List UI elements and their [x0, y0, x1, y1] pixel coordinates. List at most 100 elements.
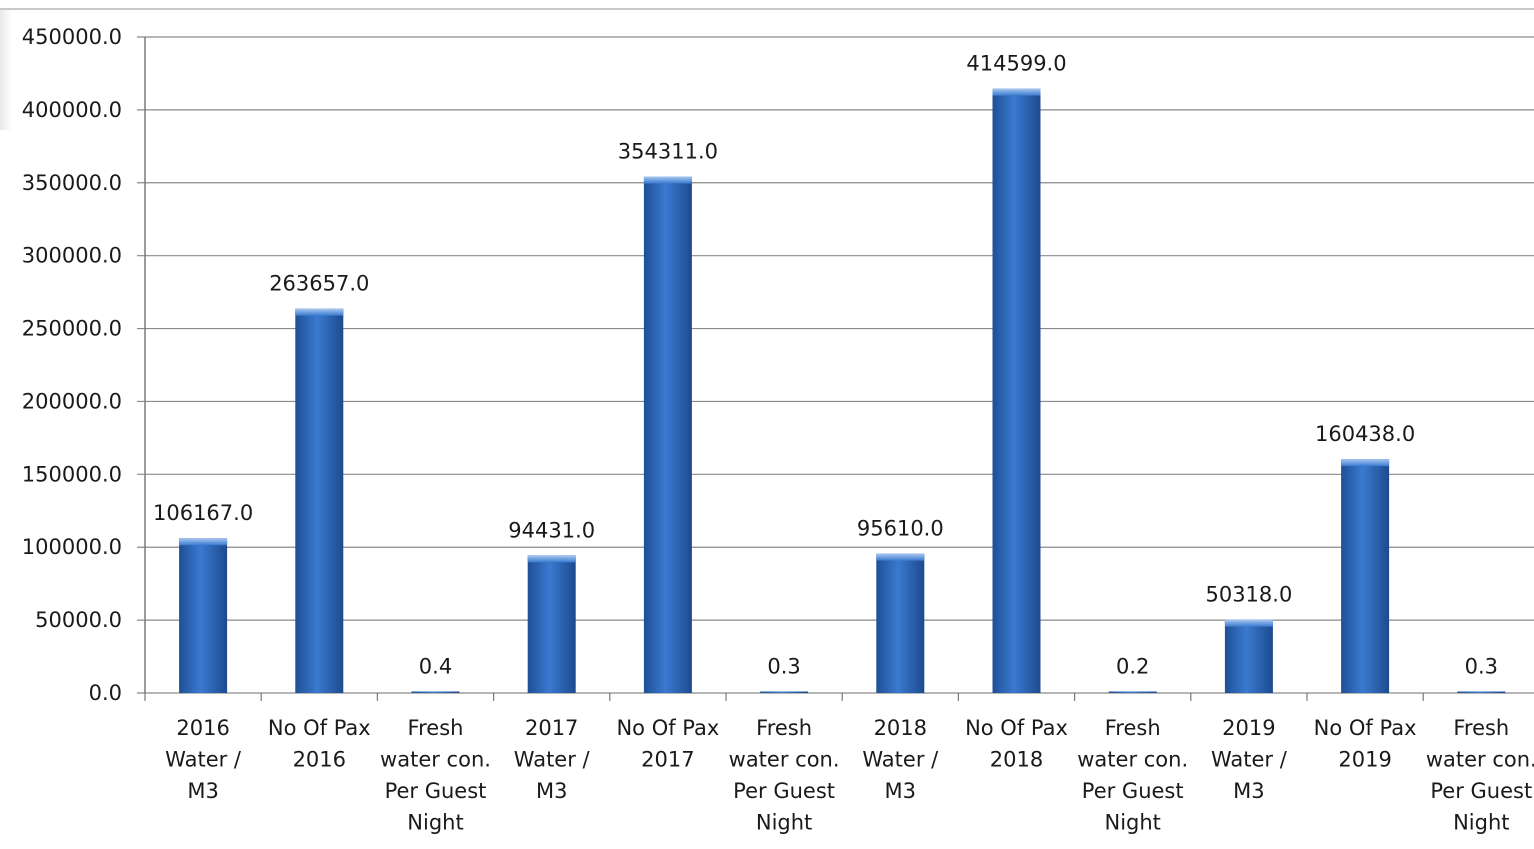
data-label: 0.2 — [1116, 655, 1149, 679]
bar — [411, 691, 460, 693]
category-label: 2019 Water / M3 — [1211, 716, 1288, 803]
bar-cap — [1341, 459, 1390, 467]
category-label-line: 2016 — [176, 716, 229, 740]
bar-cap — [179, 538, 228, 546]
bar-cap — [295, 308, 344, 316]
bar — [760, 691, 809, 693]
category-label-line: Night — [756, 811, 812, 835]
y-tick-label: 250000.0 — [22, 317, 122, 341]
data-label: 50318.0 — [1205, 583, 1292, 607]
bar-cap — [1224, 619, 1273, 627]
category-labels: 2016 Water / M3 No Of Pax 2016 Fresh water con… — [165, 716, 1534, 835]
category-label: 2018 Water / M3 — [862, 716, 939, 803]
category-label-line: water con. — [380, 748, 491, 772]
bar-cap — [527, 555, 576, 563]
axes — [144, 37, 1424, 701]
y-tick-label: 150000.0 — [22, 462, 122, 486]
category-label-line: water con. — [729, 748, 840, 772]
category-label-line: No Of Pax — [268, 716, 371, 740]
data-label: 0.3 — [1465, 655, 1498, 679]
bar-cap — [643, 176, 692, 184]
category-label-line: Night — [1104, 811, 1160, 835]
category-label-line: 2017 — [641, 748, 694, 772]
category-label-line: M3 — [536, 779, 567, 803]
y-tick-label: 0.0 — [89, 681, 122, 705]
category-label-line: Night — [1453, 811, 1509, 835]
bar — [1341, 459, 1390, 693]
data-label: 354311.0 — [618, 139, 718, 163]
category-label-line: 2019 — [1222, 716, 1275, 740]
y-tick-label: 200000.0 — [22, 389, 122, 413]
category-label-line: Per Guest — [1430, 779, 1532, 803]
bar — [1108, 691, 1157, 693]
bar — [295, 308, 344, 693]
bar — [527, 555, 576, 693]
category-label-line: water con. — [1426, 748, 1534, 772]
category-label-line: M3 — [885, 779, 916, 803]
category-label-line: Per Guest — [1082, 779, 1184, 803]
data-label: 160438.0 — [1315, 422, 1415, 446]
category-label: No Of Pax 2018 — [965, 716, 1068, 772]
category-label: Fresh water con. Per Guest Night — [1077, 716, 1188, 835]
category-label: 2017 Water / M3 — [514, 716, 591, 803]
bar-cap — [876, 553, 925, 561]
left-edge-shadow — [0, 10, 12, 130]
y-tick-label: 300000.0 — [22, 244, 122, 268]
category-label: Fresh water con. Per Guest Night — [1426, 716, 1534, 835]
bars — [179, 88, 1506, 694]
category-label: No Of Pax 2017 — [616, 716, 719, 772]
category-label: Fresh water con. Per Guest Night — [380, 716, 491, 835]
bar — [179, 538, 228, 693]
category-label: No Of Pax 2019 — [1314, 716, 1417, 772]
bar — [876, 553, 925, 693]
category-label-line: Fresh — [1453, 716, 1509, 740]
data-label: 106167.0 — [153, 501, 253, 525]
data-label: 0.3 — [767, 655, 800, 679]
category-label-line: Water / — [1211, 748, 1288, 772]
bar — [1224, 619, 1273, 693]
category-label-line: Water / — [862, 748, 939, 772]
category-label-line: 2017 — [525, 716, 578, 740]
category-label-line: M3 — [1233, 779, 1264, 803]
y-tick-label: 350000.0 — [22, 171, 122, 195]
category-label-line: Fresh — [408, 716, 464, 740]
category-label-line: Per Guest — [733, 779, 835, 803]
category-label: Fresh water con. Per Guest Night — [729, 716, 840, 835]
bar — [992, 88, 1041, 693]
category-label-line: 2016 — [293, 748, 346, 772]
grid-lines — [137, 36, 1534, 694]
data-label: 263657.0 — [269, 272, 369, 296]
category-label-line: Water / — [165, 748, 242, 772]
y-tick-labels: 450000.0 400000.0 350000.0 300000.0 250000.0… — [22, 25, 122, 705]
data-labels: 106167.0 263657.0 0.4 94431.0 354311.0 0.3 956… — [153, 52, 1498, 679]
y-tick-label: 400000.0 — [22, 98, 122, 122]
bar-cap — [992, 88, 1041, 96]
category-label-line: No Of Pax — [616, 716, 719, 740]
bar — [1457, 691, 1506, 693]
data-label: 0.4 — [419, 655, 452, 679]
category-label-line: No Of Pax — [1314, 716, 1417, 740]
y-tick-label: 450000.0 — [22, 25, 122, 49]
bar — [643, 176, 692, 694]
category-label-line: water con. — [1077, 748, 1188, 772]
data-label: 94431.0 — [508, 518, 595, 542]
category-label-line: Night — [407, 811, 463, 835]
category-label-line: 2018 — [874, 716, 927, 740]
data-label: 414599.0 — [966, 52, 1066, 76]
category-label: 2016 Water / M3 — [165, 716, 242, 803]
data-label: 95610.0 — [857, 517, 944, 541]
y-tick-label: 100000.0 — [22, 535, 122, 559]
category-label-line: Water / — [514, 748, 591, 772]
category-label-line: M3 — [187, 779, 218, 803]
category-label-line: 2019 — [1338, 748, 1391, 772]
category-label-line: 2018 — [990, 748, 1043, 772]
category-label-line: Fresh — [1105, 716, 1161, 740]
category-label-line: Fresh — [756, 716, 812, 740]
y-tick-label: 50000.0 — [35, 608, 122, 632]
top-border — [0, 8, 1534, 10]
category-label: No Of Pax 2016 — [268, 716, 371, 772]
category-label-line: No Of Pax — [965, 716, 1068, 740]
category-label-line: Per Guest — [385, 779, 487, 803]
